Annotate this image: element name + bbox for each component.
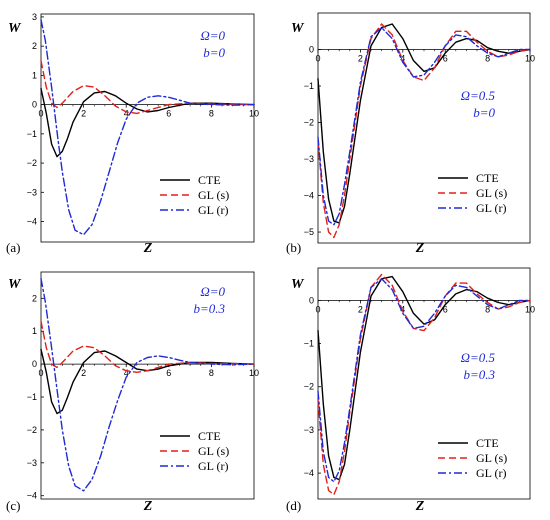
x-tick-label: 10 (249, 109, 259, 119)
x-tick-label: 2 (358, 304, 363, 314)
plot-frame (317, 267, 531, 500)
legend-label: CTE (476, 436, 499, 450)
y-tick-label: −4 (304, 468, 314, 478)
x-tick-label: 2 (81, 368, 86, 378)
parameter-label: Ω=0.5 (461, 350, 496, 365)
x-tick-label: 6 (166, 368, 171, 378)
series-line-cte (40, 348, 255, 415)
y-tick-label: 0 (309, 295, 314, 305)
x-axis-label: Z (415, 499, 425, 514)
x-tick-label: 8 (209, 368, 214, 378)
x-tick-label: 6 (443, 54, 448, 64)
y-tick-label: −2 (27, 425, 37, 435)
y-tick-label: −3 (304, 154, 314, 164)
parameter-label: b=0.3 (463, 367, 495, 382)
legend-label: CTE (198, 173, 221, 187)
series-line-gl-r (40, 277, 255, 492)
y-tick-label: 1 (32, 70, 37, 80)
y-tick-label: −1 (304, 339, 314, 349)
y-axis-label: W (291, 21, 305, 36)
x-tick-label: 0 (38, 109, 43, 119)
y-tick-label: 2 (32, 41, 37, 51)
x-tick-label: 4 (400, 54, 405, 64)
x-tick-label: 10 (249, 368, 259, 378)
y-tick-label: 1 (32, 326, 37, 336)
x-tick-label: 0 (315, 54, 320, 64)
y-tick-label: −3 (304, 425, 314, 435)
parameter-label: Ω=0.5 (461, 88, 496, 103)
y-tick-label: 0 (32, 359, 37, 369)
panel-label: (b) (286, 240, 301, 255)
x-tick-label: 4 (124, 368, 129, 378)
panel-label: (d) (286, 498, 301, 513)
parameter-label: b=0 (473, 105, 495, 120)
x-axis-label: Z (143, 499, 153, 514)
plot-frame (317, 12, 531, 244)
series-line-cte (317, 23, 531, 224)
y-tick-label: −4 (27, 491, 37, 501)
y-tick-label: −2 (27, 158, 37, 168)
x-axis-label: Z (143, 241, 153, 256)
x-tick-label: 2 (358, 54, 363, 64)
x-axis-label: Z (415, 241, 425, 256)
legend-label: GL (r) (198, 203, 229, 217)
x-tick-label: 4 (124, 109, 129, 119)
y-tick-label: −4 (304, 191, 314, 201)
parameter-label: b=0 (203, 45, 225, 60)
y-axis-label: W (291, 277, 305, 292)
plot-frame (40, 271, 255, 500)
x-tick-label: 8 (209, 109, 214, 119)
series-line-gl-r (40, 19, 255, 236)
x-tick-label: 8 (485, 304, 490, 314)
x-tick-label: 0 (38, 368, 43, 378)
parameter-label: b=0.3 (193, 301, 225, 316)
legend-label: GL (r) (476, 201, 507, 215)
legend-label: CTE (476, 171, 499, 185)
series-line-gl-r (317, 26, 531, 226)
y-tick-label: −1 (27, 129, 37, 139)
y-tick-label: −2 (304, 118, 314, 128)
legend-label: GL (s) (476, 451, 507, 465)
legend-label: GL (r) (198, 459, 229, 473)
parameter-label: Ω=0 (200, 284, 225, 299)
series-line-gl-s (317, 23, 531, 239)
y-tick-label: −5 (304, 227, 314, 237)
x-tick-label: 10 (525, 304, 535, 314)
y-tick-label: −1 (27, 392, 37, 402)
parameter-label: Ω=0 (200, 28, 225, 43)
series-line-gl-r (317, 278, 531, 483)
y-tick-label: 3 (32, 12, 37, 22)
legend-label: GL (s) (198, 444, 229, 458)
x-tick-label: 2 (81, 109, 86, 119)
y-tick-label: 2 (32, 293, 37, 303)
y-tick-label: −1 (304, 81, 314, 91)
x-tick-label: 0 (315, 304, 320, 314)
legend-label: GL (s) (476, 186, 507, 200)
legend-label: CTE (198, 429, 221, 443)
x-tick-label: 8 (485, 54, 490, 64)
y-axis-label: W (8, 277, 22, 292)
x-tick-label: 6 (443, 304, 448, 314)
y-tick-label: −2 (304, 382, 314, 392)
series-line-cte (317, 275, 531, 481)
y-tick-label: −3 (27, 187, 37, 197)
plot-frame (40, 13, 255, 243)
x-tick-label: 10 (525, 54, 535, 64)
legend-label: GL (r) (476, 466, 507, 480)
y-tick-label: 0 (32, 100, 37, 110)
y-tick-label: −4 (27, 217, 37, 227)
legend-label: GL (s) (198, 188, 229, 202)
y-axis-label: W (8, 21, 22, 36)
panel-label: (a) (6, 240, 20, 255)
y-tick-label: −3 (27, 458, 37, 468)
panel-label: (c) (6, 498, 20, 513)
x-tick-label: 6 (166, 109, 171, 119)
series-line-cte (40, 87, 255, 158)
y-tick-label: 0 (309, 45, 314, 55)
